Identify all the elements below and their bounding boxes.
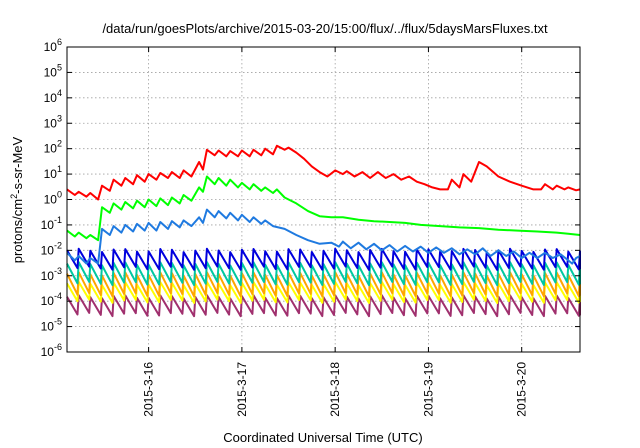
y-tick-label: 105 (44, 62, 62, 79)
y-axis-label: protons/cm2-s-sr-MeV (9, 136, 25, 263)
sawtooth-series-line (66, 261, 581, 287)
x-tick-label: 2015-3-16 (142, 362, 156, 417)
x-axis-ticks: 2015-3-16 2015-3-17 2015-3-18 2015-3-19 2015… (142, 47, 529, 417)
x-tick-label: 2015-3-19 (421, 362, 435, 417)
y-tick-exponent: -6 (54, 342, 62, 352)
x-axis-label: Coordinated Universal Time (UTC) (223, 430, 422, 445)
y-tick-base: 10 (41, 269, 55, 283)
y-tick-label: 10-5 (41, 317, 62, 334)
y-tick-base: 10 (44, 40, 58, 54)
sawtooth-series-line (66, 247, 581, 271)
y-tick-exponent: 3 (57, 113, 62, 123)
y-tick-base: 10 (41, 218, 55, 232)
y-tick-label: 10-1 (41, 215, 62, 232)
y-tick-label: 103 (44, 113, 62, 130)
y-tick-label: 10-6 (41, 342, 62, 359)
x-tick-label: 2015-3-18 (328, 362, 342, 417)
y-tick-exponent: -1 (54, 215, 62, 225)
y-tick-exponent: 6 (57, 37, 62, 47)
series-group (66, 144, 581, 318)
y-tick-base: 10 (41, 294, 55, 308)
y-tick-exponent: 2 (57, 139, 62, 149)
flux-series-line (66, 208, 581, 265)
y-tick-exponent: -4 (54, 291, 62, 301)
sawtooth-series-line (66, 294, 581, 318)
y-tick-base: 10 (41, 320, 55, 334)
x-tick-label: 2015-3-17 (235, 362, 249, 417)
y-tick-base: 10 (41, 243, 55, 257)
y-tick-exponent: -3 (54, 266, 62, 276)
flux-series-line (66, 175, 581, 242)
y-tick-label: 10-2 (41, 240, 62, 257)
y-tick-exponent: 1 (57, 164, 62, 174)
y-tick-label: 10-4 (41, 291, 62, 308)
y-tick-base: 10 (44, 167, 58, 181)
sawtooth-series-line (66, 280, 581, 304)
y-tick-label: 102 (44, 139, 62, 156)
y-axis-label-sup: 2 (9, 194, 19, 199)
chart-title: /data/run/goesPlots/archive/2015-03-20/1… (102, 21, 548, 36)
y-axis-label-base: protons/cm (10, 199, 25, 263)
x-tick-label: 2015-3-20 (515, 362, 529, 417)
y-tick-exponent: -5 (54, 317, 62, 327)
y-tick-base: 10 (44, 65, 58, 79)
y-tick-label: 104 (44, 88, 62, 105)
y-tick-label: 101 (44, 164, 62, 181)
y-tick-label: 100 (44, 190, 62, 207)
y-tick-base: 10 (44, 91, 58, 105)
y-tick-exponent: 0 (57, 190, 62, 200)
y-axis-ticks: 10-610-510-410-310-210-11001011021031041… (41, 37, 580, 359)
flux-series-line (66, 144, 581, 201)
y-tick-label: 106 (44, 37, 62, 54)
y-tick-exponent: 4 (57, 88, 62, 98)
y-tick-exponent: 5 (57, 62, 62, 72)
y-tick-base: 10 (44, 142, 58, 156)
y-tick-label: 10-3 (41, 266, 62, 283)
y-tick-exponent: -2 (54, 240, 62, 250)
sawtooth-series-line (66, 271, 581, 298)
y-axis-label-rest: -s-sr-MeV (10, 136, 25, 193)
y-tick-base: 10 (41, 345, 55, 359)
y-tick-base: 10 (44, 116, 58, 130)
y-tick-base: 10 (44, 193, 58, 207)
